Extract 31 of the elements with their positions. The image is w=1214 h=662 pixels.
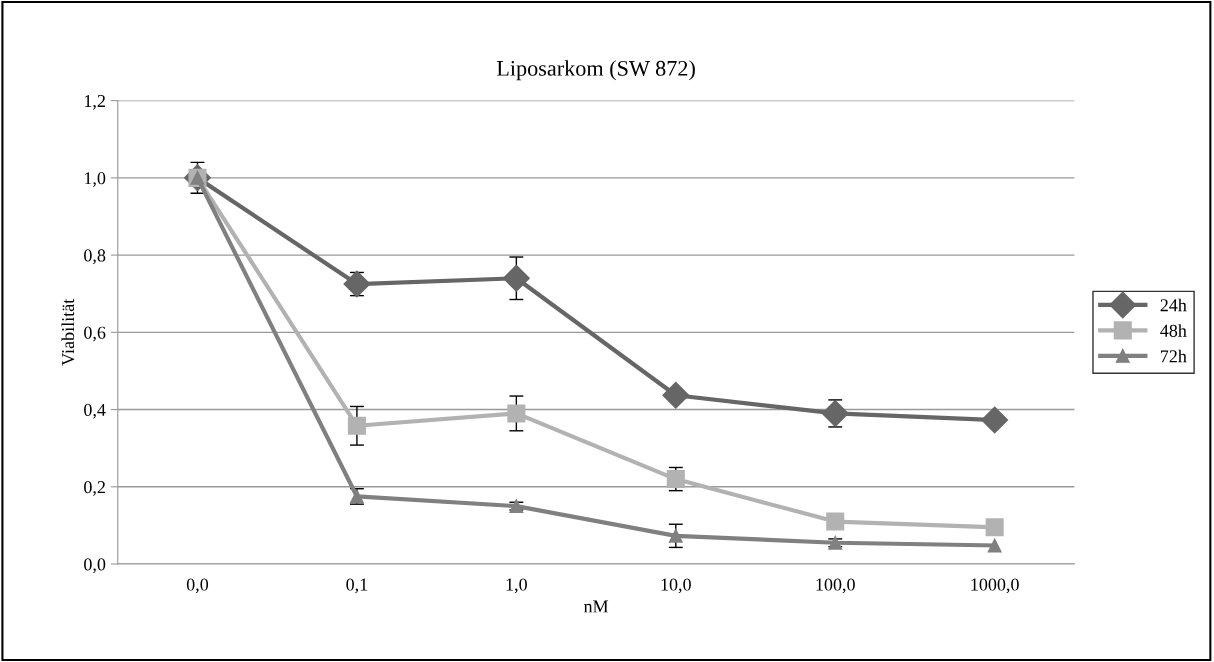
point — [987, 538, 1002, 553]
point — [826, 512, 845, 531]
y-axis-title: Viabilität — [61, 298, 75, 366]
point — [668, 528, 683, 543]
x-tick-label: 10,0 — [661, 578, 691, 594]
y-tick-label: 0,8 — [84, 249, 106, 265]
y-tick-label: 0,4 — [84, 403, 106, 419]
y-tick-label: 0,0 — [84, 558, 106, 574]
x-tick-label: 0,1 — [346, 578, 368, 594]
point — [507, 404, 526, 423]
x-tick-label: 1,0 — [506, 578, 527, 594]
legend-label: 48h — [1160, 324, 1187, 337]
x-tick-label: 1000,0 — [971, 578, 1019, 594]
legend-label: 72h — [1160, 349, 1187, 363]
legend-label: 24h — [1160, 298, 1187, 312]
x-axis-title: nM — [583, 600, 609, 613]
point — [821, 399, 849, 427]
point — [981, 406, 1009, 434]
point — [343, 270, 371, 298]
y-tick-label: 1,2 — [84, 94, 105, 110]
chart-title: Liposarkom (SW 872) — [496, 60, 695, 81]
x-tick-label: 100,0 — [816, 578, 855, 594]
x-tick-label: 0,0 — [186, 578, 209, 594]
point — [666, 470, 685, 489]
point — [985, 518, 1004, 537]
point — [502, 264, 530, 292]
y-tick-label: 0,6 — [84, 326, 106, 342]
point — [347, 416, 366, 435]
point — [662, 381, 690, 409]
y-tick-label: 0,2 — [84, 481, 105, 496]
y-tick-label: 1,0 — [84, 172, 106, 187]
